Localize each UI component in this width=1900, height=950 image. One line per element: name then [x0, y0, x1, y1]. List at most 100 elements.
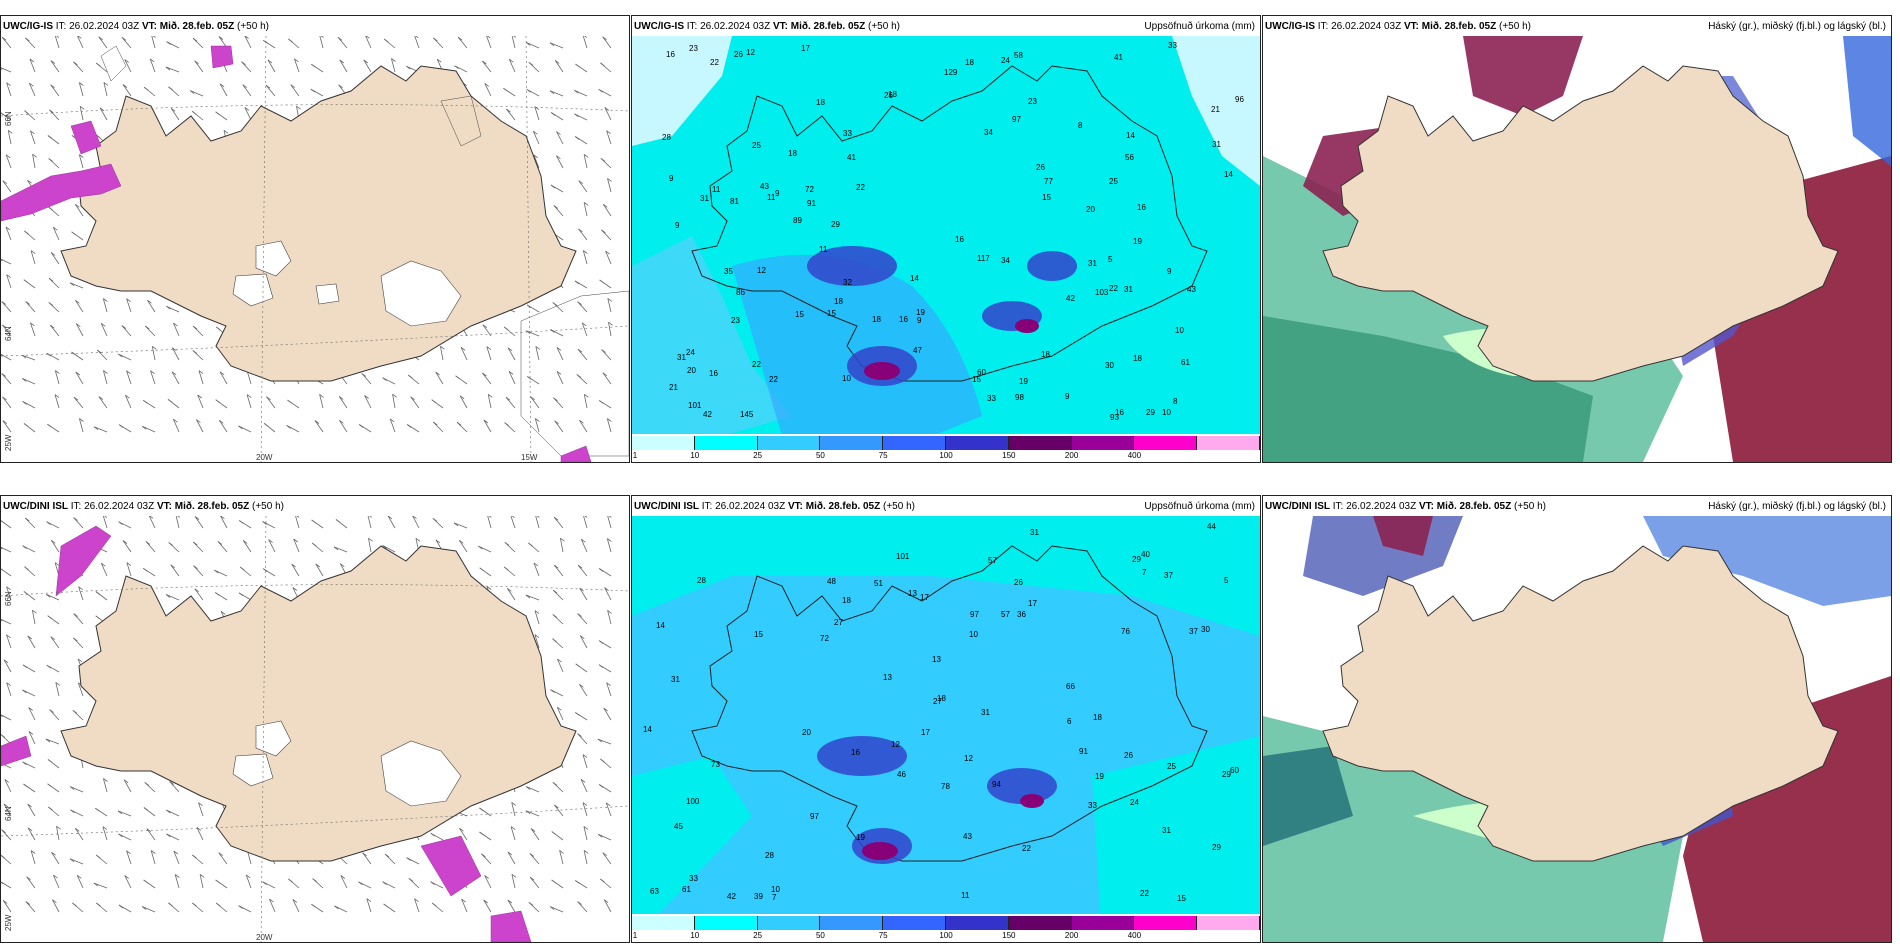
wind-barb — [607, 298, 612, 313]
wind-barb-flag — [579, 587, 584, 592]
wind-barb-flag — [507, 347, 513, 352]
precip-value: 19 — [1095, 772, 1104, 781]
wind-barb-flag — [118, 833, 123, 838]
wind-barb — [334, 905, 348, 913]
wind-barb — [526, 42, 540, 49]
wind-barb-flag — [215, 399, 220, 404]
wind-barb-flag — [369, 516, 372, 518]
wind-barb — [54, 394, 60, 409]
wind-barb — [32, 610, 36, 625]
wind-barb — [553, 397, 564, 409]
wind-barb — [511, 36, 516, 49]
wind-barb-flag — [509, 58, 514, 63]
wind-barb-flag — [607, 418, 612, 422]
wind-barb-flag — [193, 565, 198, 570]
wind-barb-flag — [288, 878, 293, 883]
wind-barb-flag — [536, 516, 540, 518]
wind-barb-flag — [530, 396, 535, 401]
precip-value: 94 — [992, 780, 1001, 789]
wind-barb — [238, 425, 252, 433]
wind-barb-flag — [143, 567, 148, 572]
colorbar-tick: 50 — [815, 931, 825, 940]
precip-value: 40 — [1141, 550, 1150, 559]
wind-barb-flag — [165, 594, 171, 598]
wind-barb — [414, 898, 420, 913]
wind-barb — [22, 545, 36, 553]
precip-value: 91 — [807, 199, 816, 208]
wind-barb-flag — [23, 783, 28, 788]
wind-barb-flag — [603, 203, 608, 208]
wind-barb — [78, 586, 84, 601]
wind-barb — [50, 60, 60, 73]
wind-barb — [606, 682, 612, 697]
colorbar-segment — [1197, 916, 1260, 930]
wind-barb-flag — [533, 562, 539, 567]
wind-barb-flag — [50, 84, 55, 89]
wind-barb-flag — [368, 537, 373, 542]
map-clouds-igis — [1263, 36, 1891, 462]
wind-barb-flag — [168, 902, 173, 907]
wind-barb — [440, 346, 444, 361]
precip-value: 31 — [1124, 285, 1133, 294]
wind-barb — [508, 371, 516, 385]
wind-barb — [199, 874, 204, 889]
wind-barb — [607, 516, 612, 529]
precip-value: 44 — [1207, 522, 1216, 531]
wind-barb-flag — [73, 613, 78, 617]
wind-barb — [1, 301, 12, 313]
wind-barb — [73, 613, 84, 625]
wind-barb — [459, 395, 468, 409]
wind-barb-flag — [481, 853, 486, 858]
precip-value: 10 — [842, 374, 851, 383]
wind-barb-flag — [55, 370, 60, 374]
wind-barb-flag — [583, 201, 589, 206]
wind-barb — [511, 874, 516, 889]
wind-barb — [578, 228, 588, 241]
wind-barb-flag — [215, 879, 220, 884]
wind-barb-flag — [551, 879, 556, 884]
wind-barb-flag — [333, 546, 339, 551]
wind-barb — [21, 354, 36, 361]
wind-barb-flag — [453, 522, 459, 527]
wind-barb — [602, 204, 612, 217]
colorbar-tick: 200 — [1064, 451, 1079, 460]
wind-barb-flag — [104, 516, 108, 518]
wind-barb-flag — [288, 38, 293, 43]
precip-value: 101 — [896, 552, 910, 561]
wind-barb-flag — [220, 516, 225, 520]
wind-barb — [525, 330, 540, 337]
wind-barb — [597, 738, 612, 745]
precip-value: 12 — [757, 266, 766, 275]
wind-barb-flag — [244, 36, 249, 39]
wind-barb — [166, 809, 180, 817]
wind-barb — [150, 370, 156, 385]
wind-barb-flag — [6, 682, 11, 687]
wind-barb-flag — [46, 664, 52, 669]
wind-barb — [391, 58, 396, 73]
wind-barb-flag — [71, 351, 76, 356]
panel-dini-precip: UWC/DINI ISL IT: 26.02.2024 03Z VT: Mið.… — [631, 495, 1261, 943]
precip-value: 98 — [1015, 393, 1024, 402]
wind-barb — [268, 539, 276, 553]
wind-barb-flag — [320, 36, 324, 38]
wind-barb-flag — [597, 738, 603, 743]
wind-barb — [1, 881, 12, 889]
wind-barb — [26, 876, 36, 889]
wind-barb — [102, 826, 108, 841]
wind-barb-flag — [603, 899, 609, 904]
wind-barb-flag — [262, 881, 267, 886]
wind-barb-flag — [583, 250, 588, 254]
wind-barb — [578, 180, 588, 193]
wind-barb-flag — [192, 350, 198, 354]
precip-value: 14 — [910, 274, 919, 283]
wind-barb — [118, 521, 132, 529]
wind-barb — [534, 610, 540, 625]
wind-barb-flag — [483, 899, 488, 904]
wind-barb — [368, 538, 372, 553]
wind-barb-flag — [535, 346, 541, 350]
wind-barb — [605, 250, 612, 265]
wind-barb-flag — [406, 857, 411, 861]
wind-barb — [583, 826, 588, 841]
wind-barb — [487, 394, 492, 409]
wind-barb — [75, 371, 84, 385]
